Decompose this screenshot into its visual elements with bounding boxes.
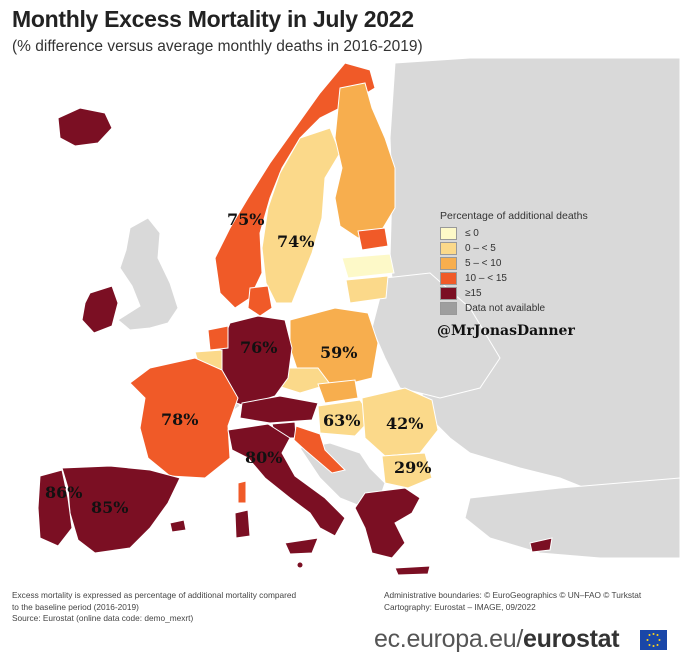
corsica xyxy=(237,480,247,504)
legend-title: Percentage of additional deaths xyxy=(440,210,588,222)
sicily xyxy=(284,537,319,555)
legend-label: 5 – < 10 xyxy=(465,257,502,269)
annotation-romania: 42% xyxy=(386,414,424,433)
brand-domain: ec.europa.eu/ xyxy=(374,625,523,653)
italy xyxy=(227,423,346,537)
legend-swatch xyxy=(440,256,457,270)
watermark: @MrJonasDanner xyxy=(437,323,575,339)
legend-label: ≥15 xyxy=(465,287,482,299)
brand-name: eurostat xyxy=(523,625,620,653)
malta xyxy=(297,562,303,568)
map-area: Percentage of additional deaths ≤ 0 0 – <… xyxy=(0,58,680,583)
legend-label: 10 – < 15 xyxy=(465,272,507,284)
finland xyxy=(334,82,396,239)
legend-item: ≤ 0 xyxy=(440,226,620,240)
legend-label: ≤ 0 xyxy=(465,227,479,239)
map-subtitle: (% difference versus average monthly dea… xyxy=(12,38,423,55)
austria xyxy=(239,395,319,424)
legend-swatch xyxy=(440,226,457,240)
legend-item: Data not available xyxy=(440,301,620,315)
france xyxy=(129,357,239,479)
eu-flag-icon xyxy=(640,630,667,650)
cyprus xyxy=(529,537,553,553)
annotation-portugal: 86% xyxy=(45,483,83,502)
legend-label: Data not available xyxy=(465,302,546,314)
annotation-france: 78% xyxy=(161,410,199,429)
legend-swatch xyxy=(440,286,457,300)
legend-item: 10 – < 15 xyxy=(440,271,620,285)
legend-item: ≥15 xyxy=(440,286,620,300)
footnote-line-1: Excess mortality is expressed as percent… xyxy=(12,590,297,600)
footer-notes: Excess mortality is expressed as percent… xyxy=(12,590,362,625)
denmark xyxy=(247,285,273,317)
uk-land xyxy=(117,217,179,331)
annotation-norway: 75% xyxy=(227,210,265,229)
eurostat-brand[interactable]: ec.europa.eu/eurostat xyxy=(374,625,620,654)
greece xyxy=(354,487,421,559)
croatia xyxy=(293,425,346,474)
sweden xyxy=(261,127,341,304)
bulgaria xyxy=(381,452,433,489)
legend-item: 5 – < 10 xyxy=(440,256,620,270)
annotation-italy: 80% xyxy=(245,448,283,467)
latvia xyxy=(341,253,395,279)
lithuania xyxy=(345,275,389,304)
europe-map xyxy=(37,58,680,576)
cartography-credit: Cartography: Eurostat – IMAGE, 09/2022 xyxy=(384,601,536,612)
annotation-germany: 76% xyxy=(240,338,278,357)
annotation-spain: 85% xyxy=(91,498,129,517)
legend-label: 0 – < 5 xyxy=(465,242,496,254)
ireland xyxy=(81,285,119,334)
hungary xyxy=(317,399,373,437)
sardinia xyxy=(234,509,251,539)
annotation-hungary: 63% xyxy=(323,411,361,430)
iceland xyxy=(57,107,113,147)
source-note: Source: Eurostat (online data code: demo… xyxy=(12,613,194,623)
boundaries-credit: Administrative boundaries: © EuroGeograp… xyxy=(384,590,642,600)
annotation-sweden: 74% xyxy=(277,232,315,251)
legend-swatch xyxy=(440,271,457,285)
poland xyxy=(289,307,379,387)
annotation-bulgaria: 29% xyxy=(394,458,432,477)
footer-credits: Administrative boundaries: © EuroGeograp… xyxy=(384,590,674,613)
romania xyxy=(361,387,439,457)
legend-swatch xyxy=(440,241,457,255)
estonia xyxy=(357,227,389,251)
turkey-land xyxy=(464,477,680,559)
annotation-poland: 59% xyxy=(320,343,358,362)
map-title: Monthly Excess Mortality in July 2022 xyxy=(12,6,414,32)
portugal xyxy=(37,469,73,547)
legend: Percentage of additional deaths ≤ 0 0 – <… xyxy=(440,210,620,316)
footnote-line-2: to the baseline period (2016-2019) xyxy=(12,601,139,612)
balearic-islands xyxy=(169,519,187,533)
legend-item: 0 – < 5 xyxy=(440,241,620,255)
crete xyxy=(394,565,431,576)
netherlands xyxy=(207,325,229,351)
legend-swatch xyxy=(440,301,457,315)
slovakia xyxy=(317,379,359,404)
